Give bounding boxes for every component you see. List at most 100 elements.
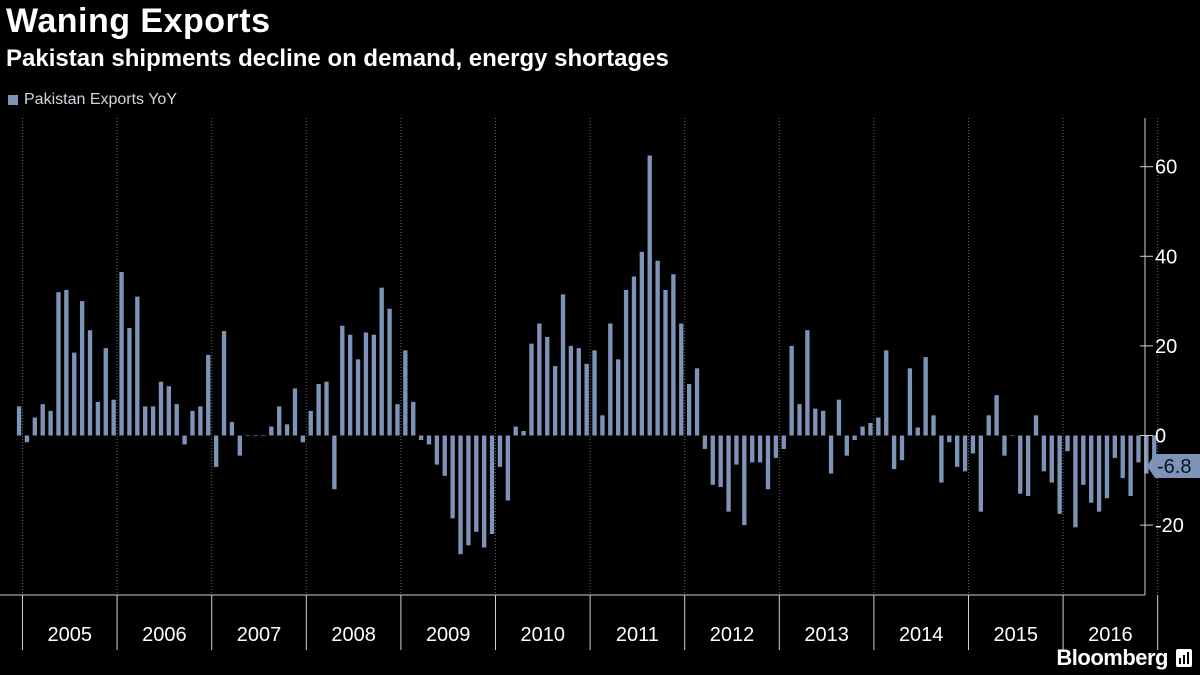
x-tick-label: 2007: [237, 624, 282, 646]
bar: [1128, 435, 1133, 496]
bar: [103, 348, 108, 436]
bar: [584, 363, 589, 436]
bar: [694, 368, 700, 436]
bar: [119, 271, 124, 436]
bar: [143, 406, 148, 436]
bar: [789, 345, 794, 436]
bar: [206, 354, 211, 436]
bar: [1136, 435, 1141, 463]
bar: [639, 251, 645, 436]
bar: [663, 289, 668, 436]
y-tick-label: 20: [1155, 336, 1177, 358]
bar: [955, 435, 960, 467]
bar: [568, 345, 574, 436]
bar: [860, 426, 865, 436]
bar: [40, 404, 45, 436]
legend-label: Pakistan Exports YoY: [24, 91, 177, 108]
bar: [962, 435, 968, 472]
last-value-label: -6.8: [1157, 456, 1191, 478]
bar: [718, 435, 723, 488]
bar: [229, 422, 235, 436]
x-tick-label: 2009: [426, 624, 471, 646]
bar: [576, 348, 581, 436]
bar: [1096, 435, 1102, 512]
bar: [679, 323, 684, 436]
bar: [1112, 435, 1118, 458]
bar: [978, 435, 983, 512]
bar: [261, 435, 266, 437]
bar: [623, 289, 629, 436]
bar: [324, 381, 329, 436]
bar: [702, 435, 708, 449]
bar: [655, 260, 660, 436]
legend: Pakistan Exports YoY: [8, 91, 177, 109]
bar: [308, 410, 313, 436]
x-tick-label: 2006: [142, 624, 187, 646]
legend-swatch: [8, 95, 18, 105]
bar: [560, 294, 566, 436]
y-tick-label: 40: [1155, 246, 1177, 268]
bar: [458, 435, 463, 555]
bar: [403, 350, 408, 436]
bar: [316, 383, 321, 436]
bar: [939, 435, 944, 483]
bar: [1049, 435, 1054, 483]
chart-title: Waning Exports: [6, 2, 271, 40]
bar: [371, 334, 376, 436]
bar: [765, 435, 771, 490]
bar: [16, 406, 22, 436]
bar: [529, 343, 534, 436]
bar: [150, 406, 156, 436]
bar: [111, 399, 116, 436]
bar: [734, 435, 739, 465]
bar: [237, 435, 242, 456]
bar: [182, 435, 187, 445]
bar: [418, 435, 424, 440]
y-tick-label: 0: [1155, 426, 1166, 448]
bar: [277, 406, 282, 436]
bar: [592, 350, 597, 436]
bar: [1018, 435, 1023, 494]
bloomberg-logo: Bloomberg: [1056, 645, 1168, 670]
bar: [411, 401, 416, 436]
bar: [64, 289, 69, 436]
bar: [844, 435, 849, 456]
bar: [805, 330, 810, 436]
y-tick-label: 60: [1155, 157, 1177, 179]
x-tick-label: 2010: [521, 624, 566, 646]
bar: [616, 359, 621, 436]
bar: [434, 435, 440, 465]
bar: [876, 417, 881, 436]
bar: [820, 410, 826, 436]
bar: [537, 323, 542, 436]
bar: [340, 325, 345, 436]
bar: [931, 415, 936, 436]
x-tick-label: 2014: [899, 624, 944, 646]
bar: [1120, 435, 1125, 479]
bar: [245, 435, 250, 437]
last-value-callout: [1147, 453, 1200, 478]
bar: [190, 410, 195, 436]
bar: [923, 357, 928, 436]
bar: [292, 388, 298, 436]
x-tick-label: 2016: [1088, 624, 1133, 646]
bloomberg-terminal-icon: [1176, 649, 1192, 667]
bar: [781, 435, 786, 449]
bar: [1057, 435, 1062, 514]
bar: [221, 331, 227, 436]
bar: [482, 435, 487, 548]
bar: [24, 435, 30, 443]
bar: [986, 415, 991, 436]
bar: [284, 424, 290, 436]
bar: [379, 287, 384, 436]
bar: [757, 435, 763, 463]
bar: [1152, 435, 1157, 466]
bar: [1073, 435, 1078, 528]
bar: [600, 415, 605, 436]
bar: [56, 292, 61, 436]
bar: [1144, 435, 1149, 474]
bar: [552, 366, 558, 436]
bar: [347, 334, 353, 436]
x-tick-label: 2008: [331, 624, 376, 646]
